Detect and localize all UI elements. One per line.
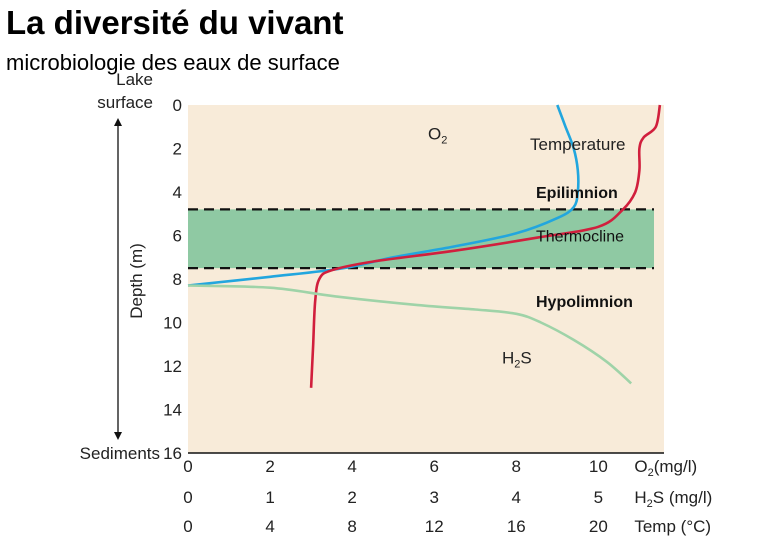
y-tick-label: 2	[173, 140, 182, 159]
x-tick-label-h2s: 5	[594, 488, 603, 507]
series-line-h2s	[187, 284, 633, 385]
zone-label-thermocline: Thermocline	[536, 229, 624, 246]
x-tick-label-o2: 0	[183, 457, 192, 476]
x-tick-label-h2s: 3	[429, 488, 438, 507]
x-tick-label-temp: 8	[347, 517, 356, 536]
x-tick-label-temp: 12	[425, 517, 444, 536]
x-tick-label-o2: 4	[347, 457, 356, 476]
x-tick-label-h2s: 0	[183, 488, 192, 507]
x-tick-label-o2: 6	[429, 457, 438, 476]
x-axis-name-h2s: H2S (mg/l)	[634, 488, 712, 510]
thermocline-band	[188, 209, 654, 269]
zone-label-epilimnion: Epilimnion	[536, 185, 618, 202]
svg-text:Temp (°C): Temp (°C)	[634, 517, 711, 536]
series-line-temperature	[309, 104, 662, 388]
zone-label-hypolimnion: Hypolimnion	[536, 294, 633, 311]
x-tick-label-o2: 2	[265, 457, 274, 476]
plot-background	[188, 105, 664, 453]
depth-arrow-up-head	[114, 118, 122, 126]
x-tick-label-o2: 10	[589, 457, 608, 476]
series-label-o2: O2	[428, 124, 447, 146]
x-tick-label-temp: 0	[183, 517, 192, 536]
y-tick-label: 6	[173, 227, 182, 246]
y-tick-label: 16	[163, 444, 182, 463]
svg-text:O2(mg/l): O2(mg/l)	[634, 457, 697, 479]
slide-title: La diversité du vivant	[6, 4, 344, 41]
series-label-temperature: Temperature	[530, 135, 625, 154]
svg-text:H2S (mg/l): H2S (mg/l)	[634, 488, 712, 510]
y-tick-label: 14	[163, 401, 182, 420]
y-tick-label: 8	[173, 270, 182, 289]
y-tick-label: 0	[173, 96, 182, 115]
y-top-label-lake: Lake	[116, 70, 153, 89]
x-tick-label-o2: 8	[512, 457, 521, 476]
y-tick-label: 10	[163, 314, 182, 333]
y-tick-label: 4	[173, 183, 182, 202]
x-axis-name-o2: O2(mg/l)	[634, 457, 697, 479]
x-tick-label-temp: 16	[507, 517, 526, 536]
x-tick-label-h2s: 2	[347, 488, 356, 507]
series-label-h2s: H2S	[502, 348, 532, 370]
slide-subtitle: microbiologie des eaux de surface	[6, 50, 340, 75]
x-axis-name-temp: Temp (°C)	[634, 517, 711, 536]
x-tick-label-h2s: 1	[265, 488, 274, 507]
y-axis-label: Depth (m)	[127, 243, 146, 319]
depth-arrow-down-head	[114, 432, 122, 440]
x-tick-label-temp: 20	[589, 517, 608, 536]
y-top-label-surface: surface	[97, 93, 153, 112]
x-tick-label-temp: 4	[265, 517, 274, 536]
y-tick-label: 12	[163, 357, 182, 376]
x-tick-label-h2s: 4	[512, 488, 521, 507]
y-bottom-label-sediments: Sediments	[80, 444, 160, 463]
